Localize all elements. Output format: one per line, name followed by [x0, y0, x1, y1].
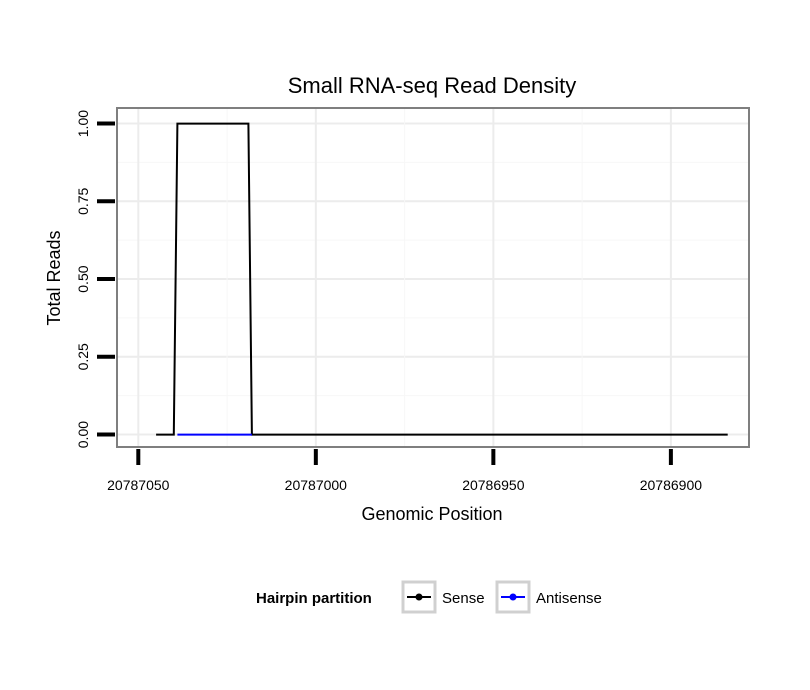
legend-label-antisense: Antisense: [536, 590, 602, 607]
x-tick-label: 20787050: [107, 477, 170, 493]
legend-key-point-antisense: [509, 593, 517, 601]
y-tick-label: 1.00: [75, 110, 91, 137]
legend-title: Hairpin partition: [256, 590, 372, 607]
series-line-sense: [156, 122, 728, 436]
series-layer: [156, 122, 728, 436]
legend-key-point-sense: [415, 593, 423, 601]
y-tick-label: 0.25: [75, 343, 91, 370]
y-axis: 0.00 0.25 0.50 0.75 1.00: [75, 110, 115, 448]
panel-border: [116, 107, 750, 448]
chart-title: Small RNA-seq Read Density: [288, 73, 577, 98]
y-tick-label: 0.50: [75, 265, 91, 292]
y-tick-label: 0.75: [75, 187, 91, 214]
x-tick-label: 20786950: [462, 477, 525, 493]
x-axis: 20787050 20787000 20786950 20786900: [107, 449, 702, 493]
grid: [117, 108, 749, 447]
legend-label-sense: Sense: [442, 590, 485, 607]
x-tick-label: 20786900: [640, 477, 703, 493]
legend: Hairpin partition Sense Antisense: [256, 580, 602, 614]
y-tick-label: 0.00: [75, 421, 91, 448]
x-tick-label: 20787000: [285, 477, 348, 493]
x-axis-title: Genomic Position: [361, 504, 502, 524]
y-axis-title: Total Reads: [44, 230, 64, 325]
